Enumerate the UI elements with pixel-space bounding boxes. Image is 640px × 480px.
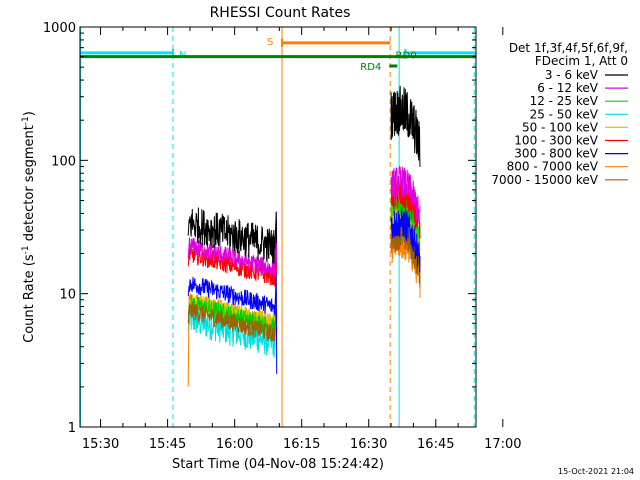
y-tick-label: 1	[68, 421, 76, 436]
y-axis-label-sup2: -1	[21, 116, 31, 125]
x-tick-label: 16:00	[216, 437, 253, 452]
legend-label-5: 100 - 300 keV	[514, 134, 598, 148]
curve-segment-1	[187, 299, 278, 342]
legend-header-line1: Det 1f,3f,4f,5f,6f,9f,	[509, 41, 628, 55]
y-axis-label: Count Rate (s-1 detector segment-1)	[21, 111, 37, 343]
state-bar-label: RD0	[396, 51, 417, 62]
plot-frame	[79, 26, 477, 428]
legend-label-8: 7000 - 15000 keV	[491, 173, 598, 187]
legend-label-6: 300 - 800 keV	[514, 147, 598, 161]
x-tick-label: 17:00	[484, 437, 521, 452]
axes: 15:30 15:45 16:00 16:15 16:30 16:45 17:00 1 10 10…	[43, 21, 522, 452]
attenuator-bars: NSRD0RD4	[80, 37, 476, 73]
legend-header-line2: FDecim 1, Att 0	[535, 54, 628, 68]
x-tick-label: 15:45	[149, 437, 186, 452]
x-tick-label: 16:15	[283, 437, 320, 452]
y-tick-label: 1000	[43, 21, 76, 36]
curve-segment-1	[187, 272, 278, 374]
legend-label-4: 50 - 100 keV	[522, 120, 599, 134]
legend-label-7: 800 - 7000 keV	[507, 160, 599, 174]
state-bar-label: S	[267, 37, 273, 48]
legend-label-2: 12 - 25 keV	[530, 94, 599, 108]
x-tick-label: 15:30	[82, 437, 119, 452]
y-axis-label-part1: Count Rate (s	[22, 254, 37, 343]
x-tick-label: 16:45	[417, 437, 454, 452]
curve-segment-2	[390, 207, 421, 273]
y-axis-label-part2: detector segment	[22, 125, 37, 245]
y-tick-label: 100	[51, 154, 76, 169]
legend-label-1: 6 - 12 keV	[537, 81, 599, 95]
curve-segment-1	[187, 211, 278, 279]
legend: Det 1f,3f,4f,5f,6f,9f, FDecim 1, Att 0 3…	[491, 41, 628, 187]
generation-timestamp: 15-Oct-2021 21:04	[558, 467, 634, 476]
curve-segment-2	[390, 165, 421, 224]
x-axis-label: Start Time (04-Nov-08 15:24:42)	[172, 457, 384, 472]
y-axis-label-part3: )	[22, 111, 37, 116]
count-rate-curves	[187, 85, 421, 387]
y-axis-label-sup1: -1	[21, 245, 31, 254]
curve-segment-2	[390, 85, 421, 167]
legend-label-3: 25 - 50 keV	[530, 107, 599, 121]
chart-title: RHESSI Count Rates	[210, 5, 351, 21]
x-tick-label: 16:30	[350, 437, 387, 452]
curve-segment-1	[187, 207, 278, 264]
legend-label-0: 3 - 6 keV	[545, 68, 599, 82]
state-bar-label: RD4	[360, 62, 381, 73]
y-tick-label: 10	[59, 288, 76, 303]
